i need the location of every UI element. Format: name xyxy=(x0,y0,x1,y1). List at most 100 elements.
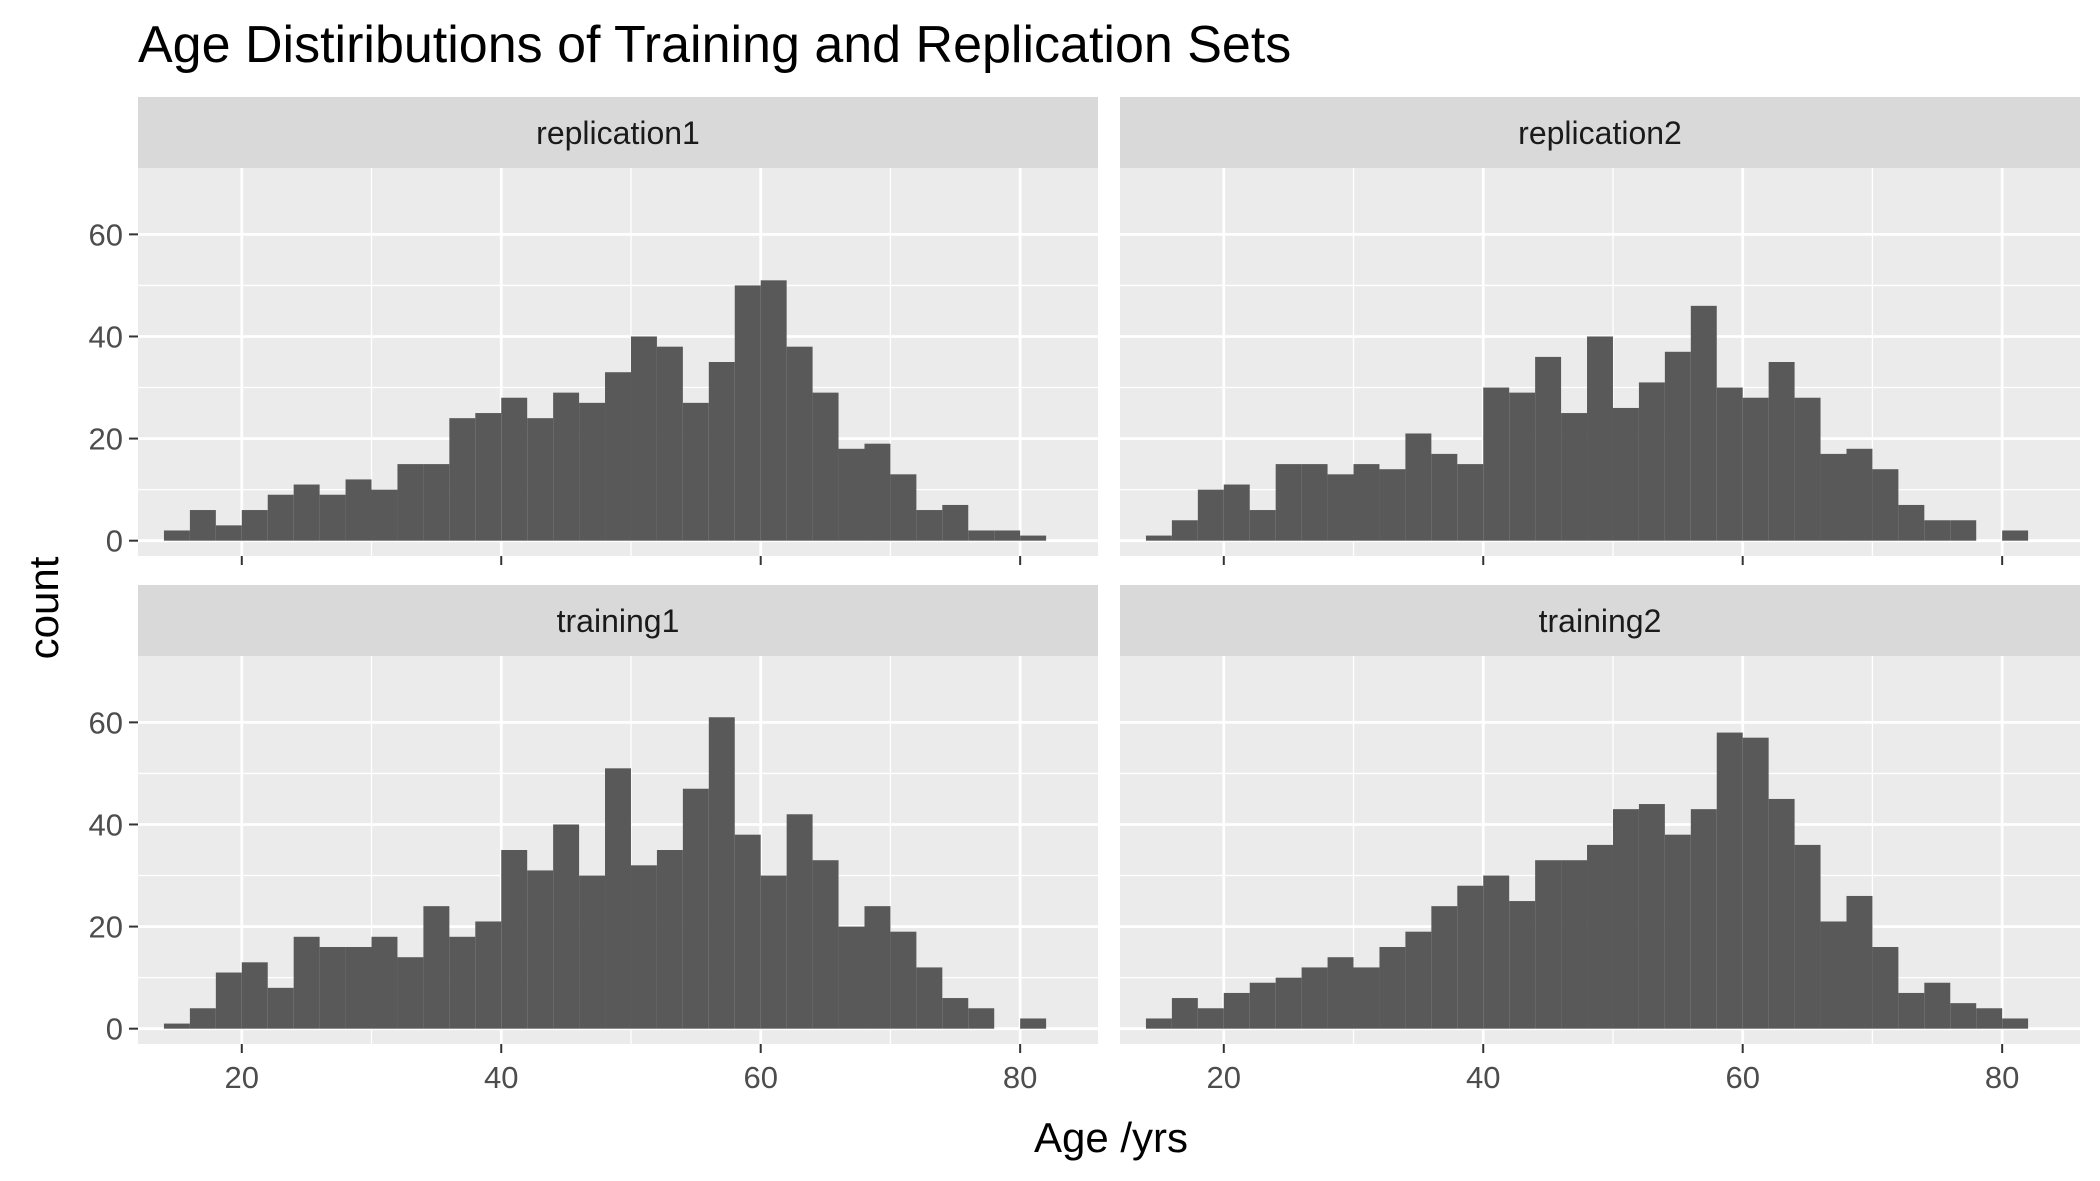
x-tick-label: 20 xyxy=(1207,1060,1241,1095)
histogram-bar xyxy=(475,921,502,1029)
histogram-bar xyxy=(449,418,476,541)
strip-label: training1 xyxy=(557,603,680,639)
histogram-bar xyxy=(449,936,476,1029)
histogram-bar xyxy=(864,443,891,541)
histogram-bar xyxy=(475,413,502,541)
histogram-bar xyxy=(942,504,969,541)
histogram-bar xyxy=(1145,1018,1172,1029)
histogram-bar xyxy=(267,494,294,541)
x-tick-label: 80 xyxy=(1003,1060,1037,1095)
histogram-bar xyxy=(890,474,917,541)
histogram-bar xyxy=(1483,875,1510,1029)
histogram-bar xyxy=(1249,510,1276,541)
histogram-bar xyxy=(708,717,735,1029)
histogram-bar xyxy=(1405,931,1432,1029)
histogram-bar xyxy=(189,1008,216,1029)
histogram-bar xyxy=(319,494,346,541)
histogram-bar xyxy=(1612,407,1639,541)
histogram-bar xyxy=(1223,992,1250,1029)
histogram-bar xyxy=(1020,1018,1047,1029)
histogram-bar xyxy=(1742,397,1769,541)
y-tick-label: 20 xyxy=(89,910,123,945)
histogram-bar xyxy=(501,397,528,541)
histogram-bar xyxy=(942,998,969,1029)
histogram-bar xyxy=(734,285,761,541)
histogram-bar xyxy=(163,1023,190,1029)
histogram-bar xyxy=(267,987,294,1029)
histogram-bar xyxy=(1405,433,1432,541)
histogram-bar xyxy=(1223,484,1250,541)
histogram-bar xyxy=(1509,901,1536,1029)
histogram-bar xyxy=(1690,809,1717,1029)
histogram-bar xyxy=(241,962,268,1029)
strip-label: training2 xyxy=(1539,603,1662,639)
histogram-bar xyxy=(215,972,242,1029)
histogram-bar xyxy=(319,947,346,1029)
histogram-bar xyxy=(371,936,398,1029)
histogram-bar xyxy=(1950,520,1977,541)
facet-panel-replication1: replication1 0 20 40 60 xyxy=(89,97,1098,565)
histogram-bar xyxy=(1898,992,1925,1029)
histogram-bar xyxy=(630,336,657,541)
histogram-bar xyxy=(527,418,554,541)
histogram-bar xyxy=(1664,834,1691,1029)
histogram-bar xyxy=(1976,1008,2003,1029)
y-tick-label: 60 xyxy=(89,705,123,740)
histogram-bar xyxy=(1301,464,1328,541)
histogram-bar xyxy=(1950,1003,1977,1029)
x-tick-label: 60 xyxy=(743,1060,777,1095)
histogram-bar xyxy=(1742,737,1769,1029)
histogram-bar xyxy=(708,362,735,541)
histogram-bar xyxy=(1483,387,1510,541)
histogram-bar xyxy=(605,372,631,541)
histogram-bar xyxy=(1145,535,1172,541)
histogram-bar xyxy=(423,906,450,1029)
histogram-bar xyxy=(293,484,320,541)
histogram-bar xyxy=(1561,860,1588,1029)
histogram-bar xyxy=(1924,982,1951,1029)
histogram-bar xyxy=(1638,804,1665,1029)
histogram-bar xyxy=(1820,453,1847,541)
histogram-bar xyxy=(2002,1018,2029,1029)
histogram-bar xyxy=(1275,977,1302,1029)
histogram-bar xyxy=(1872,469,1899,541)
histogram-bar xyxy=(1353,464,1380,541)
histogram-bar xyxy=(1431,453,1458,541)
histogram-bar xyxy=(1535,860,1562,1029)
histogram-bar xyxy=(916,967,943,1029)
histogram-bar xyxy=(1924,520,1951,541)
histogram-bar xyxy=(734,834,761,1029)
histogram-bar xyxy=(527,870,554,1029)
histogram-bar xyxy=(1535,356,1562,541)
histogram-bar xyxy=(1171,998,1198,1029)
histogram-bar xyxy=(1379,947,1406,1029)
histogram-bar xyxy=(968,530,995,541)
histogram-bar xyxy=(1171,520,1198,541)
histogram-bar xyxy=(1612,809,1639,1029)
histogram-bar xyxy=(786,346,813,541)
histogram-bar xyxy=(1716,387,1743,541)
histogram-bar xyxy=(1197,489,1224,541)
histogram-bar xyxy=(812,860,839,1029)
histogram-bar xyxy=(656,850,683,1029)
y-tick-label: 0 xyxy=(106,524,123,559)
histogram-bar xyxy=(890,931,917,1029)
histogram-bar xyxy=(1846,895,1873,1029)
histogram-bar xyxy=(1431,906,1458,1029)
histogram-bar xyxy=(579,875,606,1029)
histogram-bar xyxy=(1768,362,1795,541)
histogram-bar xyxy=(1457,464,1484,541)
histogram-bar xyxy=(1872,947,1899,1029)
histogram-bar xyxy=(293,936,320,1029)
x-tick-label: 60 xyxy=(1725,1060,1759,1095)
histogram-bar xyxy=(864,906,891,1029)
x-tick-label: 40 xyxy=(484,1060,518,1095)
histogram-bar xyxy=(579,402,606,541)
strip-label: replication1 xyxy=(536,115,700,151)
histogram-bar xyxy=(1794,844,1821,1029)
y-tick-label: 20 xyxy=(89,422,123,457)
histogram-bar xyxy=(1327,957,1354,1029)
histogram-bar xyxy=(1301,967,1328,1029)
histogram-bar xyxy=(1846,448,1873,541)
histogram-bar xyxy=(553,824,580,1029)
